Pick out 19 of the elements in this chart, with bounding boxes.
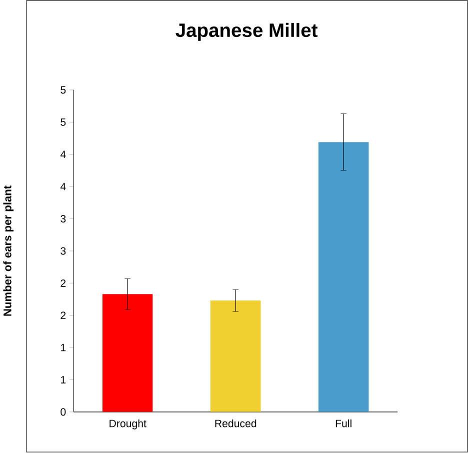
y-tick-label: 1 bbox=[61, 376, 66, 384]
x-tick-label: Reduced bbox=[215, 420, 256, 428]
x-tick-label: Full bbox=[336, 420, 352, 428]
bar bbox=[210, 300, 261, 412]
chart-title: Japanese Millet bbox=[176, 23, 318, 42]
y-axis-title: Number of ears per plant bbox=[3, 186, 14, 316]
y-tick-label: 4 bbox=[60, 150, 66, 158]
y-tick-label: 3 bbox=[60, 215, 66, 223]
bar bbox=[318, 142, 369, 412]
y-tick-label: 5 bbox=[60, 86, 66, 94]
y-tick-label: 2 bbox=[60, 280, 66, 288]
y-tick-label: 0 bbox=[60, 408, 66, 416]
y-tick-label: 1 bbox=[61, 344, 66, 352]
bar bbox=[102, 294, 153, 412]
y-tick-label: 3 bbox=[60, 247, 66, 255]
y-tick-label: 2 bbox=[60, 312, 66, 320]
y-tick-label: 4 bbox=[60, 183, 66, 190]
y-tick-label: 5 bbox=[60, 118, 66, 126]
x-tick-label: Drought bbox=[110, 420, 146, 430]
